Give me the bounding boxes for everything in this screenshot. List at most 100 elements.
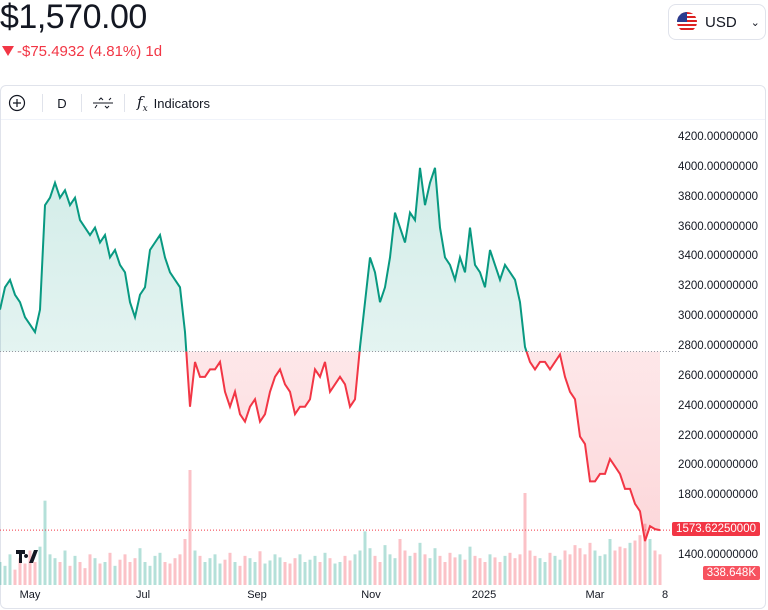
y-tick-label: 3800.00000000: [678, 190, 758, 203]
y-tick-label: 2200.00000000: [678, 429, 758, 442]
volume-bar: [628, 542, 632, 585]
volume-bar: [178, 554, 182, 585]
volume-bar: [523, 493, 527, 585]
volume-bar: [658, 554, 662, 585]
volume-bar: [263, 563, 267, 585]
volume-bar: [88, 554, 92, 585]
y-tick-label: 3600.00000000: [678, 220, 758, 233]
volume-bar: [253, 562, 257, 585]
volume-bar: [443, 562, 447, 585]
volume-bar: [93, 558, 97, 585]
volume-bar: [293, 558, 297, 585]
volume-bar: [118, 559, 122, 585]
tradingview-logo-icon: [16, 550, 38, 563]
volume-bar: [48, 554, 52, 585]
volume-bar: [338, 562, 342, 585]
volume-bar: [538, 558, 542, 585]
volume-tag: 338.648K: [702, 566, 760, 580]
volume-bar: [113, 565, 117, 585]
y-tick-label: 2400.00000000: [678, 399, 758, 412]
price-change-text: -$75.4932 (4.81%) 1d: [17, 43, 163, 60]
volume-bar: [568, 554, 572, 585]
volume-bar: [343, 555, 347, 585]
volume-bar: [203, 562, 207, 585]
volume-bar: [123, 554, 127, 585]
volume-bar: [198, 555, 202, 585]
add-symbol-button[interactable]: [0, 90, 34, 116]
volume-bar: [248, 558, 252, 585]
volume-bar: [438, 555, 442, 585]
chart-type-button[interactable]: [90, 90, 116, 116]
volume-bar: [648, 539, 652, 585]
volume-bar: [33, 562, 37, 585]
x-tick-label: 8: [661, 589, 669, 601]
volume-bar: [468, 546, 472, 585]
volume-bar: [18, 558, 22, 585]
volume-bar: [273, 554, 277, 585]
y-tick-label: 2800.00000000: [678, 340, 758, 352]
volume-bar: [43, 500, 47, 585]
volume-bar: [103, 562, 107, 585]
volume-bar: [373, 555, 377, 585]
y-tick-label: 2600.00000000: [678, 369, 758, 382]
volume-bar: [38, 546, 42, 585]
volume-bar: [128, 562, 132, 585]
volume-bar: [268, 560, 272, 585]
volume-bar: [183, 539, 187, 585]
up-area-fill: [0, 167, 527, 352]
line-chart-icon: [93, 97, 113, 109]
volume-bar: [333, 563, 337, 585]
volume-bar: [528, 550, 532, 585]
chart-toolbar: D fx Indicators: [0, 88, 214, 118]
volume-bar: [448, 552, 452, 585]
volume-bar: [218, 563, 222, 585]
volume-bar: [563, 550, 567, 585]
volume-bar: [533, 555, 537, 585]
volume-bar: [73, 555, 77, 585]
volume-bar: [488, 554, 492, 585]
volume-bar: [138, 548, 142, 585]
volume-bar: [63, 550, 67, 585]
x-tick-label: Jul: [135, 589, 151, 601]
volume-bar: [453, 557, 457, 585]
volume-bar: [398, 539, 402, 585]
volume-bar: [543, 562, 547, 585]
currency-label: USD: [705, 13, 737, 31]
toolbar-divider: [81, 94, 82, 112]
volume-bar: [188, 470, 192, 585]
volume-bar: [508, 552, 512, 585]
us-flag-icon: [677, 12, 697, 32]
volume-bar: [58, 562, 62, 585]
volume-bar: [228, 552, 232, 585]
volume-bar: [68, 565, 72, 585]
volume-bar: [348, 560, 352, 585]
volume-bar: [288, 563, 292, 585]
volume-bar: [593, 550, 597, 585]
y-tick-label: 3000.00000000: [678, 310, 758, 323]
indicators-button[interactable]: fx Indicators: [133, 90, 214, 116]
volume-bar: [193, 550, 197, 585]
price-line-down: [185, 351, 661, 542]
volume-bar: [623, 548, 627, 585]
volume-bar: [588, 542, 592, 585]
volume-bar: [368, 548, 372, 585]
volume-bar: [23, 563, 27, 585]
volume-bar: [493, 557, 497, 585]
currency-selector[interactable]: USD ⌄: [668, 4, 766, 40]
volume-bar: [133, 558, 137, 585]
volume-bar: [13, 569, 17, 585]
y-tick-label: 1800.00000000: [678, 489, 758, 502]
volume-bar: [283, 562, 287, 585]
volume-bar: [598, 555, 602, 585]
volume-bar: [558, 559, 562, 585]
volume-bar: [208, 558, 212, 585]
volume-bar: [378, 562, 382, 585]
volume-bar: [583, 554, 587, 585]
interval-button[interactable]: D: [57, 95, 67, 111]
volume-bar: [53, 558, 57, 585]
volume-bar: [573, 545, 577, 585]
x-tick-label: Mar: [585, 589, 605, 601]
volume-bar: [633, 540, 637, 585]
volume-bar: [433, 548, 437, 585]
